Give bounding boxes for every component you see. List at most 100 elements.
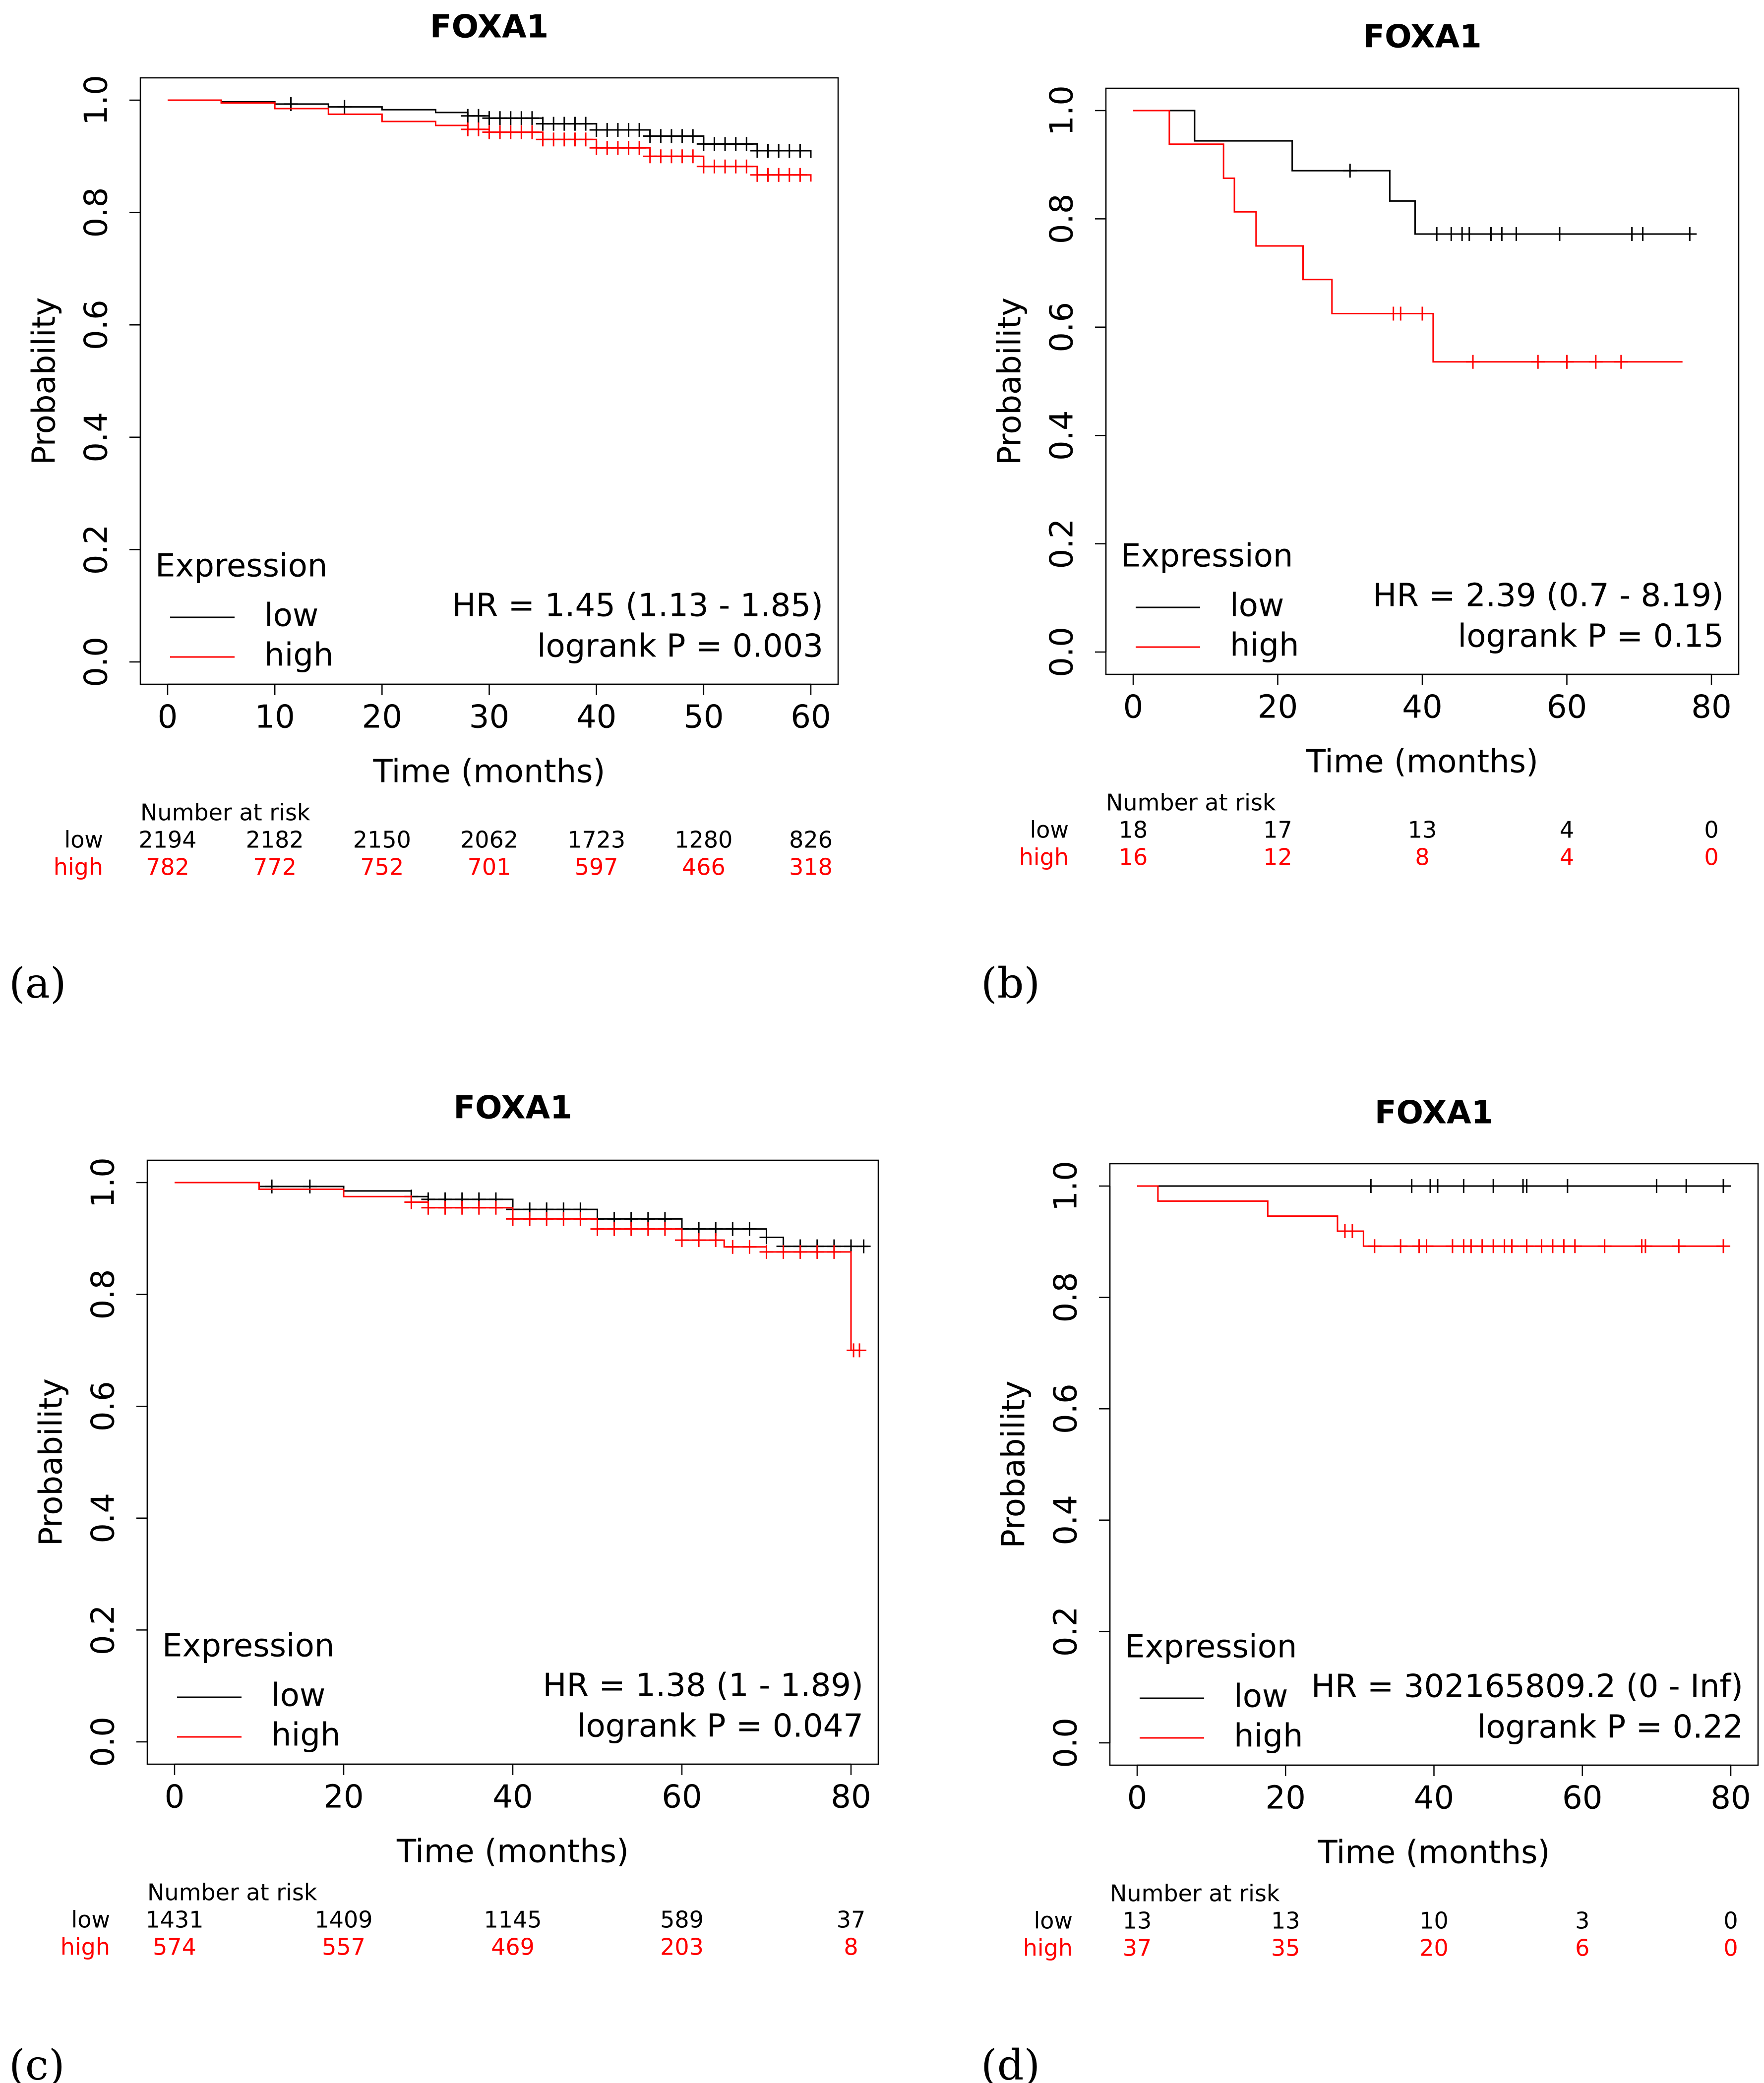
censor-mark-low: [686, 129, 700, 143]
censor-mark-high: [471, 122, 486, 136]
x-tick-label: 0: [1123, 689, 1144, 726]
risk-value-high: 597: [575, 854, 618, 881]
censor-mark-low: [793, 143, 807, 158]
risk-value-high: 701: [468, 854, 511, 881]
censor-mark-high: [1466, 355, 1480, 369]
panel-label: (d): [981, 2041, 1040, 2083]
legend-title: Expression: [1125, 1629, 1297, 1666]
y-tick-label: 0.8: [85, 1269, 122, 1320]
censor-mark-low: [726, 1222, 740, 1236]
risk-value-high: 8: [1415, 844, 1429, 871]
censor-mark-high: [590, 1222, 605, 1236]
censor-mark-high: [1638, 1239, 1652, 1253]
risk-row-label-high: high: [61, 1934, 110, 1961]
y-tick-label: 1.0: [85, 1157, 122, 1208]
y-axis-label: Probability: [996, 1380, 1033, 1548]
censor-mark-high: [726, 1240, 740, 1254]
x-tick-label: 50: [683, 699, 724, 736]
y-tick-label: 1.0: [78, 75, 115, 125]
y-tick-label: 0.8: [1048, 1272, 1085, 1323]
risk-value-high: 16: [1119, 844, 1148, 871]
censor-mark-high: [1560, 355, 1574, 369]
x-tick-label: 40: [492, 1779, 533, 1816]
censor-mark-low: [1343, 164, 1357, 178]
censor-mark-high: [1716, 1239, 1731, 1253]
legend-label-low: low: [264, 597, 318, 634]
y-tick-label: 0.8: [1044, 194, 1081, 244]
censor-mark-high: [556, 1212, 571, 1226]
censor-mark-low: [303, 1179, 317, 1193]
censor-mark-low: [742, 1222, 757, 1236]
censor-mark-high: [658, 1222, 672, 1236]
risk-row-label-high: high: [54, 854, 103, 881]
hr-annotation: HR = 2.39 (0.7 - 8.19): [1373, 578, 1724, 614]
censor-mark-high: [421, 1200, 435, 1215]
x-tick-label: 20: [1266, 1780, 1306, 1817]
censor-mark-low: [1716, 1179, 1731, 1193]
risk-value-high: 0: [1704, 844, 1718, 871]
x-tick-label: 0: [158, 699, 178, 736]
censor-mark-low: [632, 123, 647, 137]
x-tick-label: 40: [1414, 1780, 1454, 1817]
x-tick-label: 60: [791, 699, 831, 736]
logrank-annotation: logrank P = 0.22: [1477, 1709, 1743, 1746]
censor-mark-high: [607, 1222, 621, 1236]
legend-label-high: high: [1234, 1718, 1303, 1755]
risk-value-low: 1409: [314, 1906, 372, 1933]
censor-mark-low: [1430, 227, 1444, 241]
y-axis-label: Probability: [33, 1378, 70, 1546]
censor-mark-high: [455, 1200, 469, 1215]
risk-row-label-high: high: [1023, 1935, 1073, 1962]
x-tick-label: 0: [165, 1779, 185, 1816]
risk-value-high: 752: [360, 854, 404, 881]
x-tick-label: 80: [831, 1779, 871, 1816]
censor-mark-low: [1462, 227, 1476, 241]
y-tick-label: 0.8: [78, 187, 115, 238]
y-tick-label: 0.2: [1044, 519, 1081, 569]
censor-mark-high: [404, 1195, 419, 1209]
x-tick-label: 80: [1691, 689, 1731, 726]
risk-value-high: 466: [682, 854, 726, 881]
censor-mark-low: [759, 1230, 774, 1245]
risk-value-low: 13: [1123, 1907, 1152, 1934]
censor-mark-high: [573, 1212, 588, 1226]
risk-value-low: 2150: [353, 827, 411, 853]
legend-title: Expression: [162, 1628, 334, 1665]
panel-label: (c): [9, 2041, 65, 2083]
censor-mark-high: [624, 1222, 638, 1236]
censor-mark-high: [709, 1233, 723, 1248]
risk-value-low: 826: [789, 827, 833, 853]
x-tick-label: 60: [662, 1779, 702, 1816]
risk-value-high: 8: [844, 1934, 858, 1961]
censor-mark-low: [337, 100, 352, 114]
risk-row-label-low: low: [71, 1906, 110, 1933]
x-tick-label: 60: [1562, 1780, 1602, 1817]
risk-value-high: 35: [1271, 1935, 1300, 1962]
risk-value-low: 1280: [674, 827, 732, 853]
x-axis-label: Time (months): [373, 754, 606, 790]
risk-value-low: 1145: [484, 1906, 542, 1933]
risk-value-high: 0: [1723, 1935, 1738, 1962]
censor-mark-low: [471, 109, 486, 123]
y-tick-label: 0.2: [1048, 1607, 1085, 1657]
hr-annotation: HR = 302165809.2 (0 - Inf): [1311, 1668, 1743, 1705]
panel-label: (a): [9, 959, 66, 1008]
censor-mark-high: [675, 1233, 689, 1248]
y-tick-label: 0.4: [1048, 1495, 1085, 1546]
censor-mark-high: [1419, 1239, 1434, 1253]
censor-mark-low: [1486, 1179, 1501, 1193]
risk-heading: Number at risk: [1110, 1880, 1280, 1907]
y-tick-label: 1.0: [1048, 1161, 1085, 1211]
y-tick-label: 0.4: [78, 412, 115, 463]
risk-row-label-low: low: [64, 827, 103, 853]
hr-annotation: HR = 1.45 (1.13 - 1.85): [452, 588, 823, 624]
censor-mark-high: [776, 1245, 791, 1259]
risk-value-low: 18: [1119, 817, 1148, 843]
risk-value-low: 10: [1419, 1907, 1449, 1934]
x-tick-label: 0: [1127, 1780, 1148, 1817]
risk-value-high: 318: [789, 854, 833, 881]
legend-label-low: low: [1234, 1678, 1288, 1715]
censor-mark-low: [1404, 1179, 1419, 1193]
risk-value-high: 203: [660, 1934, 704, 1961]
